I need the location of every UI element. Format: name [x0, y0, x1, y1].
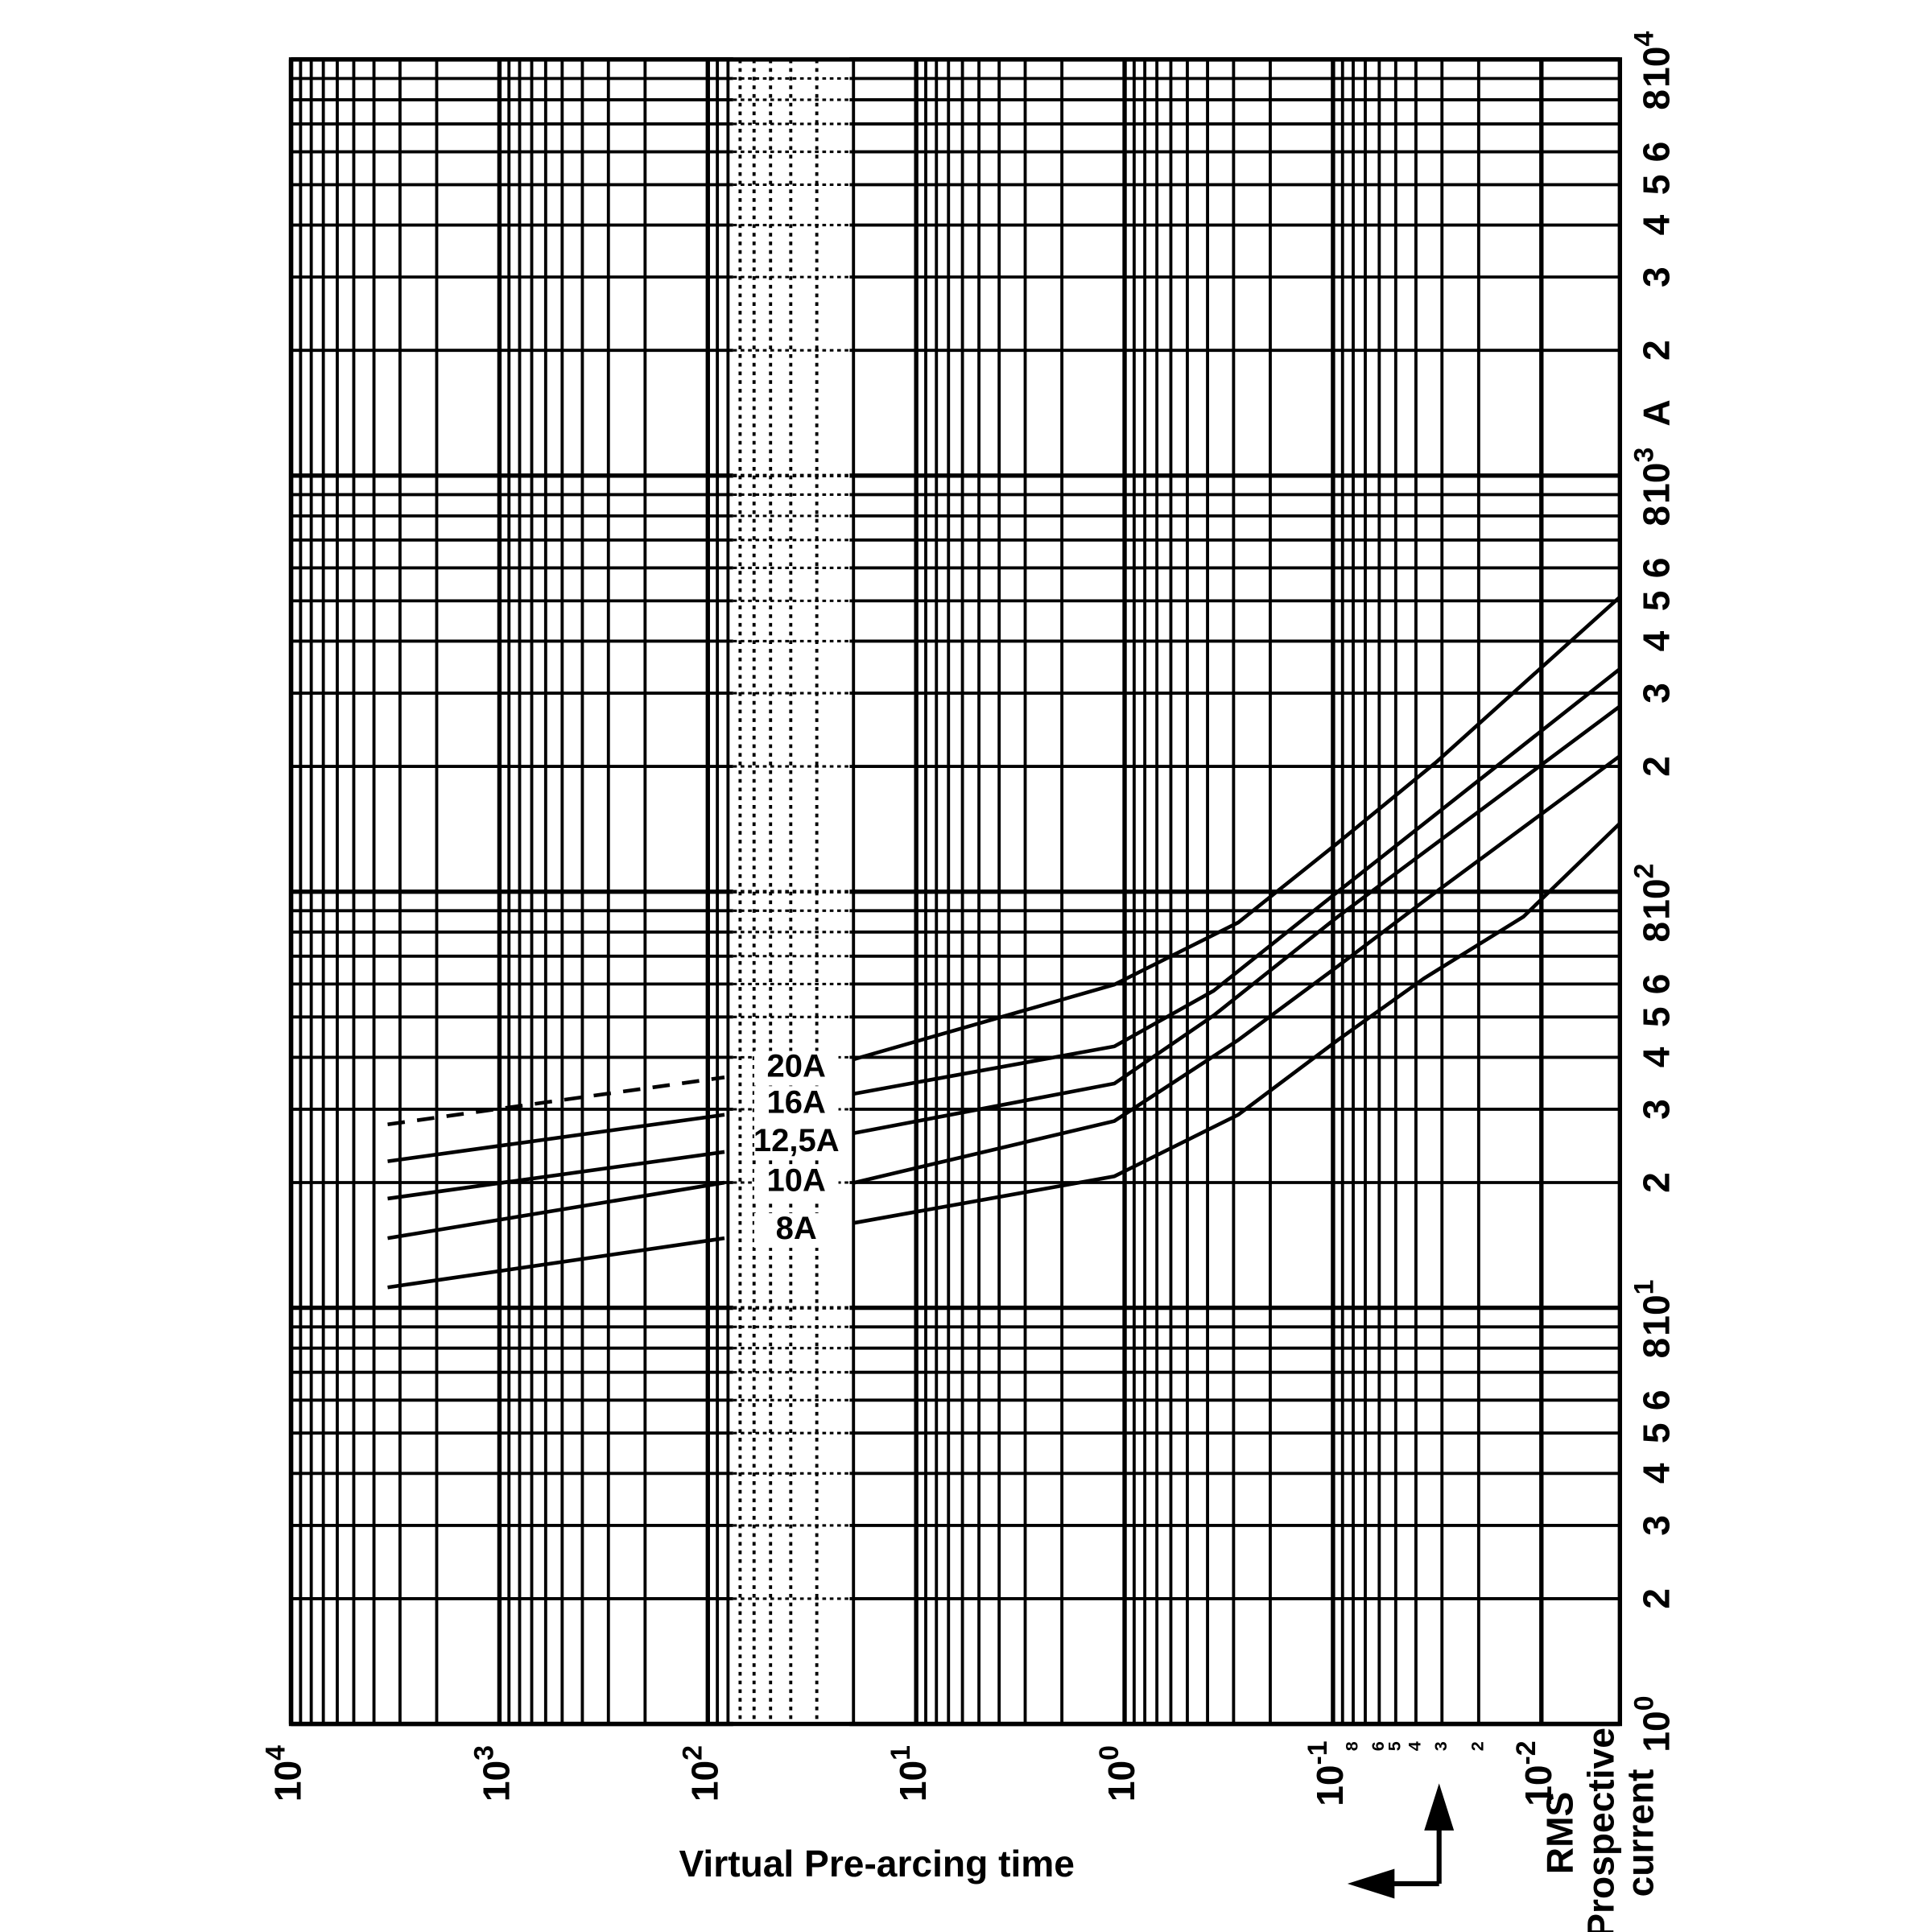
x-tick-label-exponent: 1 [886, 1745, 916, 1761]
curve [387, 1113, 725, 1163]
x-tick-label-exponent: 0 [1094, 1745, 1125, 1761]
curve-label: 8A [776, 1211, 817, 1246]
grid [288, 57, 1622, 1727]
x-tick-label: 104 [261, 1745, 309, 1802]
y-minor-label: 6 [1636, 1389, 1678, 1410]
x-minor-label: 5 [1385, 1741, 1405, 1751]
y-tick-label-base: 10 [1636, 1711, 1678, 1752]
x-tick-label-base: 10 [1309, 1765, 1351, 1806]
y-axis-title: current [1620, 1769, 1662, 1897]
y-minor-label: 4 [1636, 1046, 1678, 1067]
curve [853, 704, 1621, 1135]
x-minor-label: 2 [1468, 1741, 1488, 1751]
y-axis-title: Prospective [1579, 1728, 1621, 1932]
y-minor-label: 8 [1636, 506, 1678, 526]
curve-label-bg [753, 1165, 839, 1200]
y-minor-label: 6 [1636, 142, 1678, 163]
curves [387, 595, 1621, 1290]
x-tick-label-exponent: 3 [469, 1745, 499, 1761]
curve [853, 754, 1621, 1185]
x-minor-label: 4 [1406, 1741, 1425, 1751]
x-tick-label: 10-2 [1511, 1740, 1559, 1806]
y-minor-label: 3 [1636, 1515, 1678, 1536]
y-minor-label: 2 [1636, 340, 1678, 361]
y-tick-label-exponent: 1 [1629, 1280, 1660, 1295]
curve [387, 1075, 725, 1127]
y-minor-label: 8 [1636, 89, 1678, 110]
y-minor-label: 2 [1636, 1172, 1678, 1193]
y-tick-label-base: 10 [1636, 878, 1678, 919]
y-tick-label: 103 [1629, 448, 1678, 504]
y-unit: A [1636, 399, 1678, 426]
curve-label-bg [753, 1213, 839, 1249]
curve [387, 1180, 725, 1241]
curve-label: 10A [767, 1163, 826, 1199]
y-minor-label: 6 [1636, 558, 1678, 579]
y-minor-label: 4 [1636, 630, 1678, 651]
y-tick-label-exponent: 4 [1629, 31, 1660, 47]
y-minor-label: 8 [1636, 922, 1678, 943]
y-minor-label: 2 [1636, 1588, 1678, 1609]
y-tick-label-exponent: 3 [1629, 448, 1660, 463]
x-minor-label: 8 [1343, 1741, 1362, 1751]
y-tick-label: 102 [1629, 864, 1678, 920]
y-minor-label: 8 [1636, 1338, 1678, 1359]
curve [387, 1150, 725, 1201]
x-tick-label-exponent: 4 [261, 1745, 291, 1761]
x-tick-label: 102 [677, 1745, 725, 1802]
x-minor-label: 3 [1431, 1741, 1451, 1751]
plot-frame [288, 57, 1622, 1727]
x-tick-label-exponent: 2 [677, 1745, 708, 1761]
curve [853, 595, 1621, 1061]
x-tick-label-base: 10 [892, 1761, 934, 1802]
x-axis-title: Virtual Pre-arcing time [679, 1843, 1074, 1885]
axes-arrow-icon [1347, 1783, 1455, 1899]
curve-label: 20A [767, 1049, 826, 1084]
y-minor-label: 5 [1636, 175, 1678, 196]
y-minor-label: 2 [1636, 756, 1678, 777]
x-tick-label-base: 10 [476, 1761, 518, 1802]
curve-label-bg [753, 1051, 839, 1086]
y-minor-label: 5 [1636, 1006, 1678, 1027]
x-tick-label: 100 [1094, 1745, 1142, 1802]
y-tick-label: 104 [1629, 31, 1678, 88]
curve-label-bg [753, 1125, 839, 1160]
x-minor-label: 6 [1368, 1741, 1388, 1751]
curve [853, 822, 1621, 1225]
y-tick-label: 100 [1629, 1695, 1678, 1752]
x-tick-label: 10-1 [1302, 1740, 1351, 1806]
y-minor-label: 3 [1636, 266, 1678, 287]
x-tick-label: 103 [469, 1745, 517, 1802]
y-tick-label: 101 [1629, 1280, 1678, 1336]
x-tick-label-base: 10 [1100, 1761, 1142, 1802]
curve-label: 12,5A [753, 1123, 840, 1158]
x-tick-label-exponent: -2 [1511, 1740, 1542, 1765]
x-tick-label: 101 [886, 1745, 934, 1802]
curve-label-bg [753, 1087, 839, 1122]
y-minor-label: 5 [1636, 591, 1678, 612]
y-tick-label-base: 10 [1636, 463, 1678, 504]
y-axis-title: RMS [1539, 1792, 1581, 1875]
x-tick-label-base: 10 [1517, 1765, 1559, 1806]
y-minor-label: 3 [1636, 1099, 1678, 1120]
y-minor-label: 6 [1636, 974, 1678, 995]
y-tick-label-exponent: 0 [1629, 1695, 1660, 1711]
x-tick-label-exponent: -1 [1302, 1740, 1333, 1765]
y-minor-label: 5 [1636, 1422, 1678, 1443]
x-tick-label-base: 10 [267, 1761, 309, 1802]
y-minor-label: 4 [1636, 214, 1678, 235]
y-minor-label: 3 [1636, 683, 1678, 704]
y-minor-label: 4 [1636, 1463, 1678, 1484]
curve [387, 1236, 725, 1290]
y-tick-label-base: 10 [1636, 47, 1678, 88]
x-tick-label-base: 10 [683, 1761, 725, 1802]
y-tick-label-base: 10 [1636, 1294, 1678, 1335]
curve-label: 16A [767, 1084, 826, 1120]
curve [853, 667, 1621, 1096]
y-tick-label-exponent: 2 [1629, 864, 1660, 879]
